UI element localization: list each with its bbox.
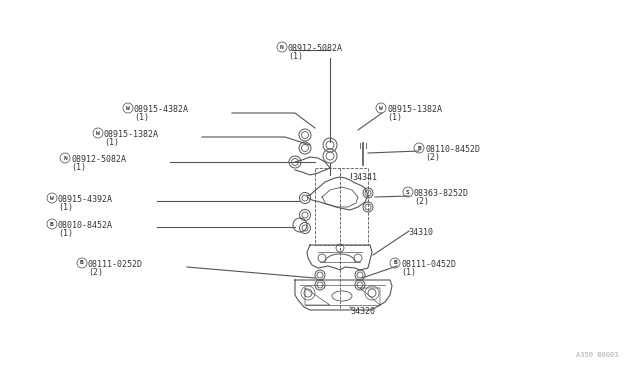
Text: B: B: [417, 145, 421, 151]
Text: B: B: [393, 260, 397, 266]
Text: (1): (1): [104, 138, 119, 147]
Text: (1): (1): [288, 52, 303, 61]
Text: N: N: [280, 45, 284, 49]
Text: (1): (1): [58, 229, 73, 238]
Text: B: B: [50, 221, 54, 227]
Text: 08915-4392A: 08915-4392A: [58, 195, 113, 204]
Text: W: W: [126, 106, 130, 110]
Text: (2): (2): [414, 197, 429, 206]
Text: (1): (1): [58, 203, 73, 212]
Text: A350 B0003: A350 B0003: [575, 352, 618, 358]
Text: 34310: 34310: [408, 228, 433, 237]
Text: B: B: [80, 260, 84, 266]
Text: 08912-5082A: 08912-5082A: [288, 44, 343, 53]
Text: (1): (1): [401, 268, 416, 277]
Text: 08912-5082A: 08912-5082A: [71, 155, 126, 164]
Text: (2): (2): [88, 268, 103, 277]
Text: (1): (1): [71, 163, 86, 172]
Text: 08363-8252D: 08363-8252D: [414, 189, 469, 198]
Text: 08915-4382A: 08915-4382A: [134, 105, 189, 114]
Text: W: W: [96, 131, 100, 135]
Text: 34320: 34320: [350, 307, 375, 316]
Text: (1): (1): [387, 113, 402, 122]
Text: S: S: [406, 189, 410, 195]
Text: 08111-0252D: 08111-0252D: [88, 260, 143, 269]
Text: 08111-0452D: 08111-0452D: [401, 260, 456, 269]
Text: W: W: [50, 196, 54, 201]
Text: (1): (1): [134, 113, 149, 122]
Text: 34341: 34341: [352, 173, 377, 182]
Text: N: N: [63, 155, 67, 160]
Text: W: W: [379, 106, 383, 110]
Text: 08010-8452A: 08010-8452A: [58, 221, 113, 230]
Text: 08110-8452D: 08110-8452D: [425, 145, 480, 154]
Text: (2): (2): [425, 153, 440, 162]
Text: 08915-1382A: 08915-1382A: [387, 105, 442, 114]
Text: 08915-1382A: 08915-1382A: [104, 130, 159, 139]
